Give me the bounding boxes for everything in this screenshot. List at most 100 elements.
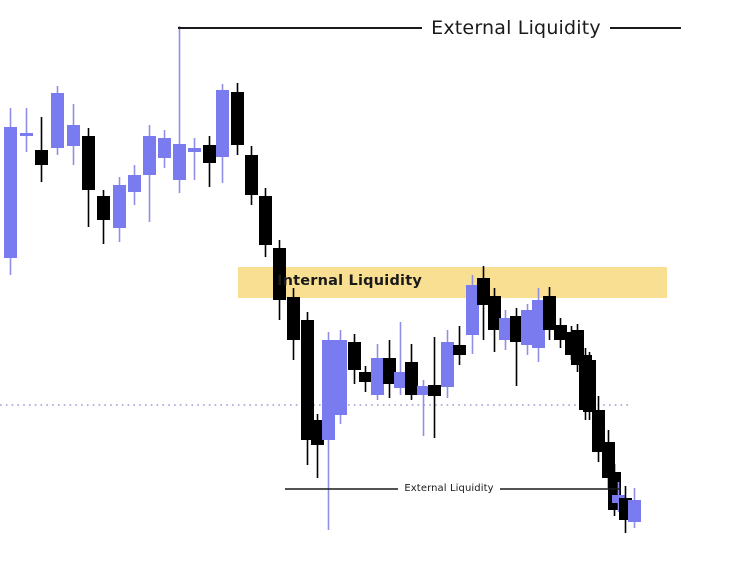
- candle-body: [287, 297, 300, 340]
- candle: [554, 318, 567, 348]
- candle-body: [359, 372, 372, 382]
- candle-body: [583, 360, 596, 412]
- external-liquidity-bottom-label: External Liquidity: [398, 484, 500, 494]
- candle-body: [245, 155, 258, 195]
- candle: [4, 108, 17, 275]
- candle: [477, 266, 490, 340]
- candle: [203, 136, 216, 187]
- candle: [216, 84, 229, 183]
- internal-liquidity-zone-rect: [238, 267, 667, 298]
- candle-body: [216, 90, 229, 157]
- candle: [394, 322, 407, 395]
- candle: [612, 482, 625, 512]
- candle-body: [67, 125, 80, 146]
- candle-body: [203, 145, 216, 163]
- candle-body: [383, 358, 396, 384]
- candle-body: [82, 136, 95, 190]
- candle: [67, 104, 80, 165]
- candle: [521, 304, 534, 355]
- candle: [359, 366, 372, 392]
- candle: [592, 396, 605, 462]
- candle-body: [466, 285, 479, 335]
- candle-body: [394, 372, 407, 388]
- candle: [273, 240, 286, 320]
- candle-body: [477, 278, 490, 305]
- candle-body: [417, 386, 430, 395]
- candle-body: [499, 318, 512, 340]
- candle-body: [128, 175, 141, 192]
- candle: [543, 287, 556, 340]
- candle-body: [259, 196, 272, 245]
- internal-liquidity-zone-layer: [238, 267, 667, 298]
- candle: [441, 330, 454, 398]
- candle-body: [532, 300, 545, 348]
- candle: [453, 326, 466, 365]
- candle-body: [35, 150, 48, 165]
- candle: [97, 190, 110, 244]
- candle: [311, 414, 324, 478]
- candle: [628, 488, 641, 528]
- candle: [143, 125, 156, 222]
- candle-body: [158, 138, 171, 158]
- candle: [259, 188, 272, 257]
- candle-body: [334, 340, 347, 415]
- candle: [287, 288, 300, 360]
- candle-body: [602, 442, 615, 478]
- candle-body: [143, 136, 156, 175]
- candle: [51, 86, 64, 155]
- candle: [371, 344, 384, 400]
- candle-body: [371, 358, 384, 395]
- candle-body: [311, 420, 324, 445]
- candle-body: [488, 296, 501, 330]
- candle: [466, 275, 479, 354]
- candle: [158, 130, 171, 168]
- candle: [428, 337, 441, 438]
- candle: [532, 288, 545, 362]
- candle-body: [348, 342, 361, 370]
- candle: [245, 146, 258, 205]
- candle-body: [510, 316, 523, 342]
- candle-body: [173, 144, 186, 180]
- candle-body: [231, 92, 244, 145]
- candle-body: [20, 133, 33, 136]
- candle-body: [628, 500, 641, 522]
- candle-body: [322, 340, 335, 440]
- candle: [301, 312, 314, 465]
- candle-layer: [4, 26, 641, 533]
- candle: [499, 310, 512, 350]
- candle: [188, 138, 201, 180]
- candle-body: [405, 362, 418, 395]
- candle: [322, 332, 335, 530]
- candle: [583, 352, 596, 420]
- candle: [348, 334, 361, 384]
- candle: [510, 308, 523, 386]
- internal-liquidity-label: Internal Liquidity: [277, 273, 422, 289]
- candle-body: [273, 248, 286, 300]
- candle-body: [428, 385, 441, 396]
- candle-body: [188, 148, 201, 152]
- candle-body: [453, 345, 466, 355]
- candle-body: [612, 495, 625, 503]
- candle-body: [441, 342, 454, 387]
- candle-body: [521, 310, 534, 345]
- candle: [417, 380, 430, 436]
- candle-body: [113, 185, 126, 228]
- candle: [20, 108, 33, 152]
- candle: [488, 288, 501, 352]
- candle-body: [301, 320, 314, 440]
- candle-body: [51, 93, 64, 148]
- external-liquidity-top-label: External Liquidity: [422, 18, 610, 38]
- candle: [173, 26, 186, 193]
- candle: [128, 165, 141, 205]
- candle: [383, 340, 396, 398]
- candle-body: [592, 410, 605, 452]
- annotation-lines-layer: [178, 27, 681, 490]
- candle: [82, 128, 95, 227]
- candle: [35, 117, 48, 182]
- candle-body: [97, 196, 110, 220]
- candle-body: [4, 127, 17, 258]
- candle: [334, 330, 347, 424]
- candle: [113, 177, 126, 242]
